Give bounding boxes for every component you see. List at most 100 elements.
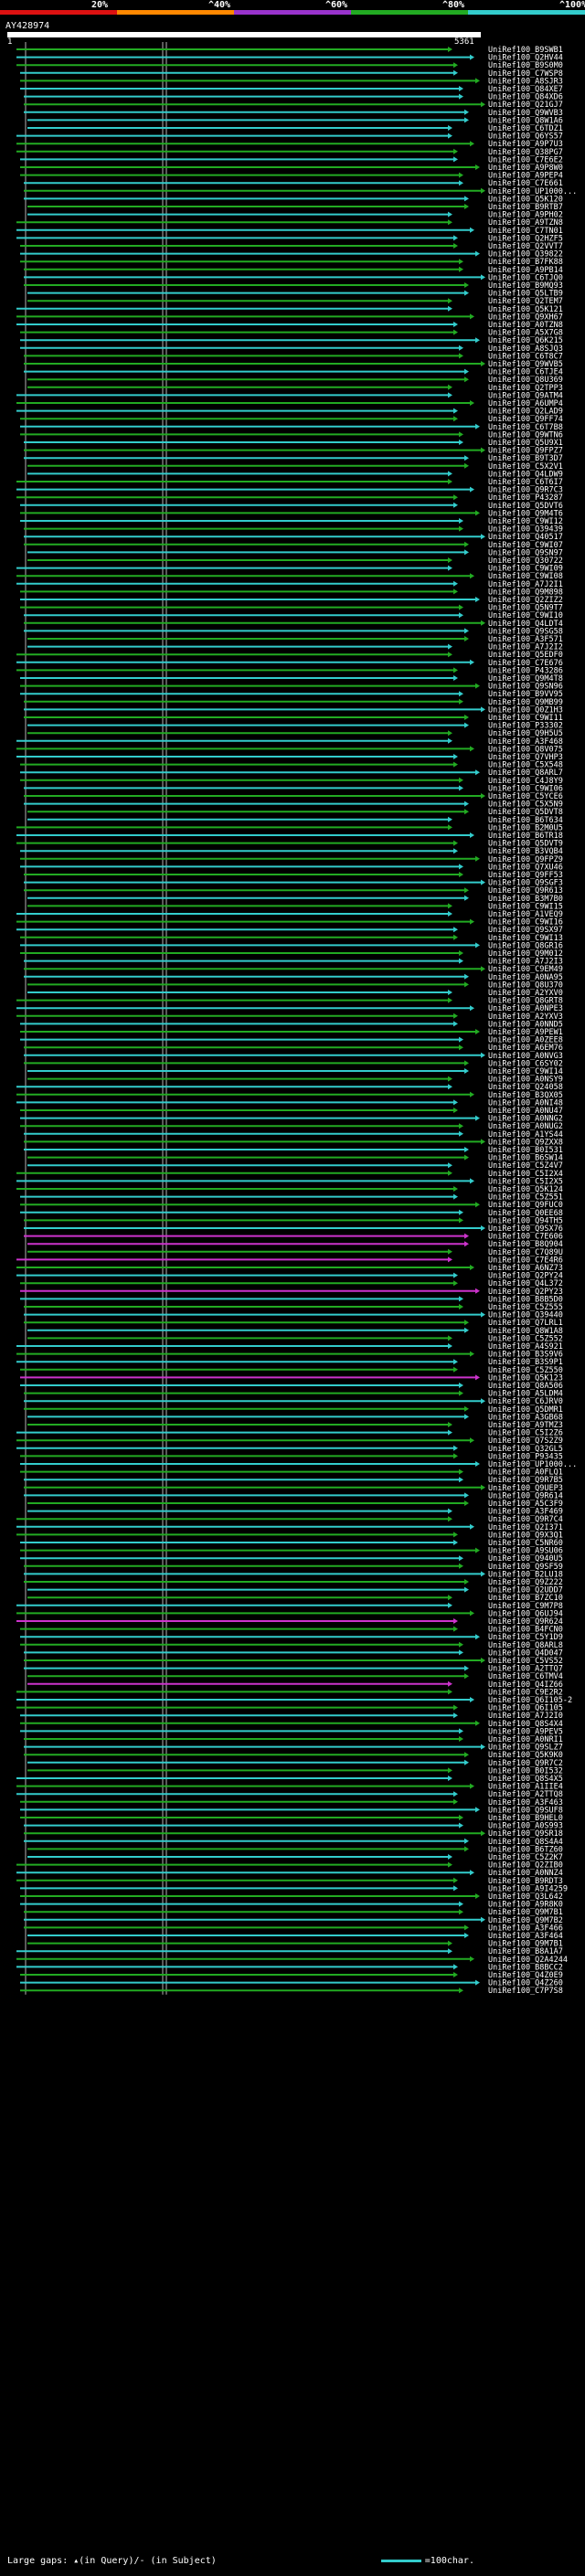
alignment-arrow	[459, 180, 463, 186]
hit-id: UniRef100_Q2ZIZ2	[488, 596, 563, 605]
scale-legend: =100char.	[424, 2556, 474, 2566]
alignment-arrow	[464, 1492, 469, 1499]
alignment-arrow	[464, 1586, 469, 1593]
alignment-arrow	[475, 1547, 480, 1553]
alignment-arrow	[459, 1728, 463, 1734]
alignment-arrow	[459, 525, 463, 532]
alignment-arrow	[459, 518, 463, 524]
alignment-arrow	[448, 1689, 452, 1695]
hit-id: UniRef100_C7Q89U	[488, 1248, 563, 1257]
hit-id: UniRef100_Q0Z1H3	[488, 705, 563, 715]
alignment-arrow	[453, 1972, 458, 1977]
hit-id: UniRef100_Q9M898	[488, 588, 563, 597]
hit-id: UniRef100_Q4LDT4	[488, 620, 563, 629]
alignment-arrow	[470, 313, 474, 320]
hit-id: UniRef100_C4J8Y9	[488, 777, 563, 786]
hit-id: UniRef100_B4FCN0	[488, 1626, 563, 1635]
hit-id: UniRef100_Q6UJ94	[488, 1609, 563, 1618]
alignment-arrow	[459, 1815, 463, 1820]
alignment-arrow	[453, 1540, 458, 1545]
alignment-arrow	[453, 1791, 458, 1797]
hit-id: UniRef100_Q9FPZ7	[488, 447, 563, 456]
alignment-arrow	[453, 69, 458, 76]
alignment-arrow	[459, 872, 463, 877]
hit-id: UniRef100_A0ZEE8	[488, 1036, 563, 1045]
hit-id: UniRef100_C5I2X4	[488, 1170, 563, 1179]
alignment-arrow	[448, 305, 452, 312]
alignment-arrow	[448, 643, 452, 650]
hit-id: UniRef100_A1IIE4	[488, 1783, 563, 1792]
query-end: 5361	[454, 37, 474, 47]
hit-id: UniRef100_C5X2V1	[488, 462, 563, 472]
alignment-arrow	[464, 1320, 469, 1326]
hit-id: UniRef100_A0NA95	[488, 973, 563, 982]
legend-segment	[234, 10, 351, 15]
alignment-arrow	[475, 164, 480, 170]
alignment-arrow	[448, 1595, 452, 1601]
hit-id: UniRef100_Q4D047	[488, 1648, 563, 1658]
legend-label: 20%	[91, 0, 109, 10]
alignment-arrow	[464, 722, 469, 728]
hit-id: UniRef100_Q9FPZ9	[488, 855, 563, 864]
hit-id: UniRef100_Q9UEP3	[488, 1484, 563, 1493]
hit-id: UniRef100_Q9R614	[488, 1491, 563, 1500]
hit-id: UniRef100_A3F463	[488, 1798, 563, 1807]
hit-id: UniRef100_C9WI11	[488, 714, 563, 723]
hit-id: UniRef100_C6T7B8	[488, 423, 563, 432]
hit-id: UniRef100_Q9M4T6	[488, 509, 563, 518]
alignment-arrow	[470, 1178, 474, 1184]
hit-id: UniRef100_Q2PY23	[488, 1288, 563, 1297]
alignment-arrow	[464, 1673, 469, 1680]
hit-id: UniRef100_C5X548	[488, 761, 563, 770]
hit-id: UniRef100_A0FLQ1	[488, 1468, 563, 1478]
gaps-legend: Large gaps: ▴(in Query)/- (in Subject)	[7, 2556, 217, 2566]
alignment-arrow	[459, 431, 463, 438]
hit-id: UniRef100_Q9R7C2	[488, 1759, 563, 1768]
footer-legend: Large gaps: ▴(in Query)/- (in Subject) =1…	[7, 2556, 474, 2567]
hit-id: UniRef100_Q6YS57	[488, 133, 563, 142]
alignment-arrow	[464, 1838, 469, 1844]
alignment-arrow	[459, 172, 463, 178]
alignment-arrow	[481, 1484, 485, 1490]
query-start: 1	[7, 37, 13, 47]
hit-id: UniRef100_Q38PG7	[488, 148, 563, 157]
alignment-arrow	[475, 423, 480, 429]
hit-id: UniRef100_Q9R7B5	[488, 1476, 563, 1485]
hit-id: UniRef100_Q9R7C4	[488, 1515, 563, 1524]
hit-id: UniRef100_A8SJQ3	[488, 345, 563, 354]
hit-id: UniRef100_C9EM49	[488, 965, 563, 974]
alignment-arrow	[459, 1563, 463, 1569]
alignment-arrow	[481, 1139, 485, 1145]
hit-id: UniRef100_Q9SX97	[488, 926, 563, 935]
hit-id: UniRef100_A0S993	[488, 1822, 563, 1831]
alignment-arrow	[453, 840, 458, 846]
hit-id: UniRef100_Q94TH5	[488, 1216, 563, 1225]
hit-id: UniRef100_C6TMV4	[488, 1672, 563, 1681]
alignment-arrow	[464, 117, 469, 123]
hit-id: UniRef100_Q9XH67	[488, 313, 563, 322]
hit-id: UniRef100_A0TZN8	[488, 321, 563, 330]
alignment-arrow	[481, 706, 485, 713]
hit-id: UniRef100_A9TMZ3	[488, 1421, 563, 1430]
alignment-arrow	[464, 1933, 469, 1938]
alignment-arrow	[475, 855, 480, 862]
hit-id: UniRef100_Q2ZIB0	[488, 1861, 563, 1871]
alignment-arrow	[481, 1658, 485, 1663]
alignment-arrow	[453, 848, 458, 854]
alignment-arrow	[475, 1029, 480, 1034]
hit-id: UniRef100_Q9R624	[488, 1617, 563, 1627]
hit-id: UniRef100_A6EM76	[488, 1044, 563, 1053]
alignment-arrow	[459, 1130, 463, 1137]
hit-id: UniRef100_B7ZC10	[488, 1594, 563, 1603]
hit-id: UniRef100_A0NU47	[488, 1107, 563, 1116]
hit-id: UniRef100_A7J2I1	[488, 580, 563, 589]
hit-id: UniRef100_A0NRI1	[488, 1735, 563, 1744]
alignment-arrow	[475, 683, 480, 689]
hit-id: UniRef100_B3S9P1	[488, 1358, 563, 1367]
alignment-arrow	[475, 1720, 480, 1726]
hit-id: UniRef100_Q8W1A6	[488, 116, 563, 125]
alignment-arrow	[453, 761, 458, 768]
alignment-arrow	[475, 1115, 480, 1121]
hit-id: UniRef100_P43286	[488, 666, 563, 675]
hit-id: UniRef100_C5YCE6	[488, 792, 563, 801]
